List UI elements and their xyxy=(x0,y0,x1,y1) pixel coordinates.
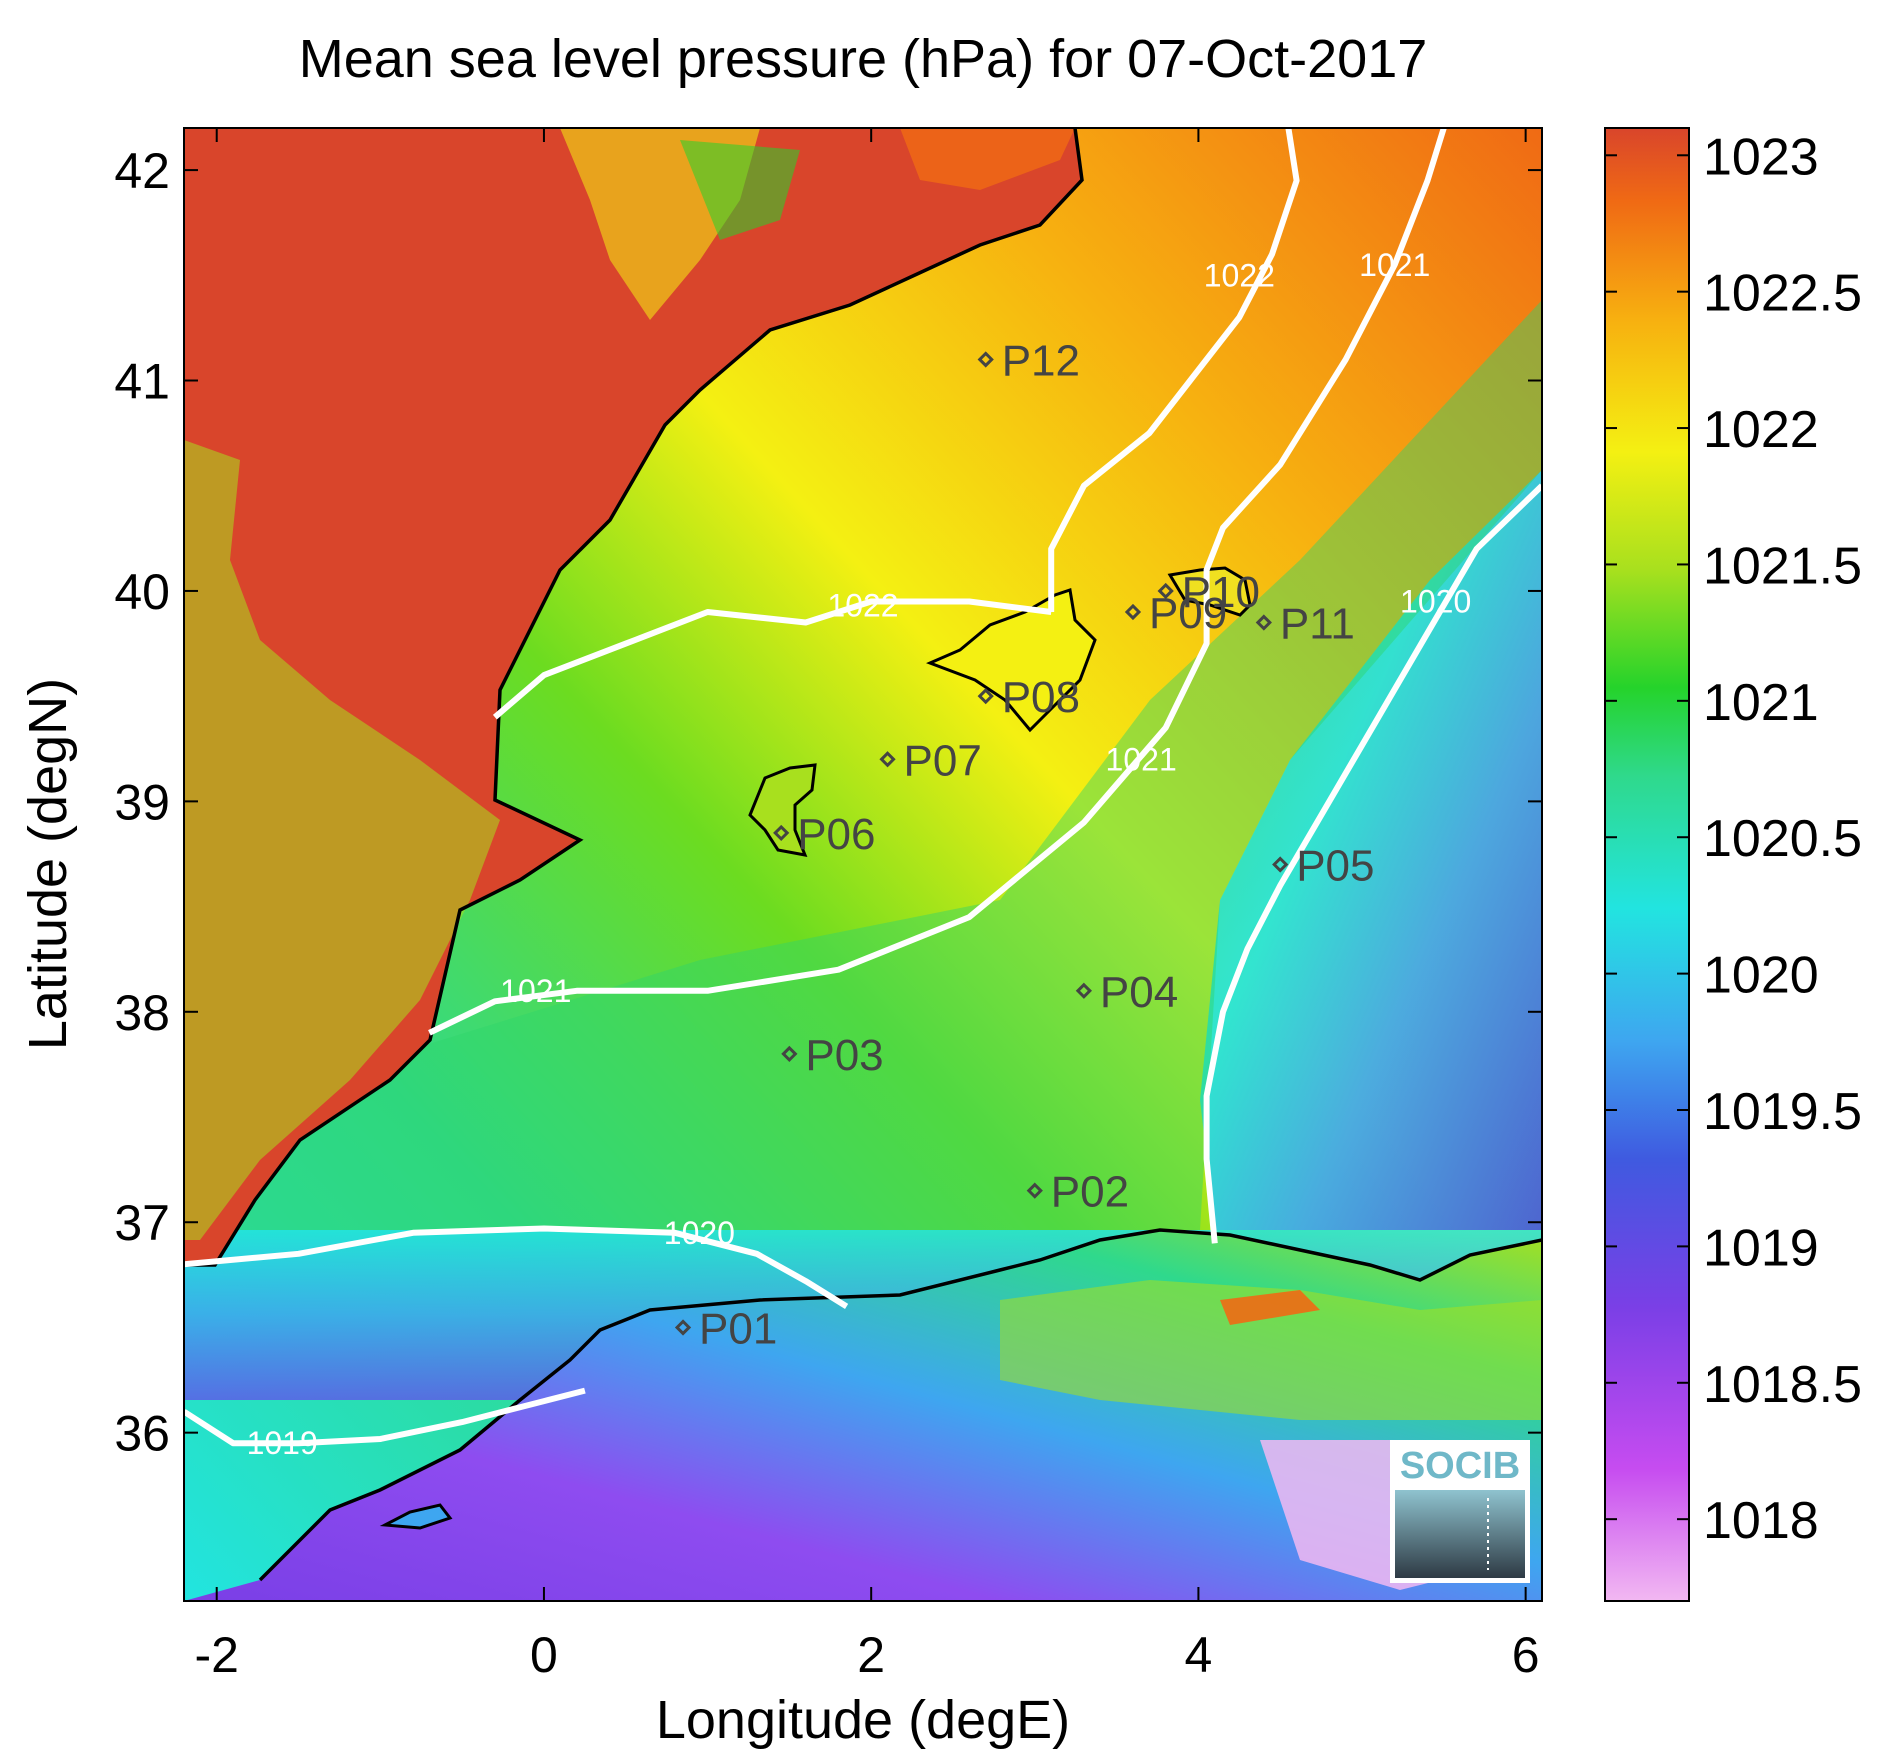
plot-frame xyxy=(183,127,1543,1602)
colorbar-tick-label: 1020 xyxy=(1703,947,1819,1005)
colorbar xyxy=(1604,127,1690,1602)
x-axis-ticks: -2 0 2 4 6 xyxy=(194,128,1540,1683)
colorbar-tick-label: 1021 xyxy=(1703,674,1819,732)
station-label-p08: P08 xyxy=(1002,673,1080,722)
iberia-land-variation xyxy=(184,440,500,1240)
iberia-land-variation xyxy=(680,140,800,240)
africa-land-variation xyxy=(1000,1280,1542,1420)
x-tick-label: 0 xyxy=(530,1627,558,1683)
station-label-p02: P02 xyxy=(1051,1168,1129,1217)
alboran-island xyxy=(379,1503,453,1530)
isobar-contours xyxy=(184,128,1542,1447)
x-tick-label: 2 xyxy=(857,1627,885,1683)
iberia-coastline xyxy=(184,128,1084,1267)
station-label-p01: P01 xyxy=(699,1304,777,1353)
station-label-p05: P05 xyxy=(1296,842,1374,891)
ibiza-island xyxy=(748,763,817,857)
isobar-1020 xyxy=(184,1225,849,1309)
africa-land-variation xyxy=(1220,1290,1320,1325)
station-marker-p01 xyxy=(674,1319,692,1336)
x-tick-label: 6 xyxy=(1512,1627,1540,1683)
sea-east-field xyxy=(1200,470,1542,1230)
station-marker-p06 xyxy=(773,824,790,842)
africa-coastline xyxy=(258,1228,1542,1582)
isobar-1020_b xyxy=(1203,483,1542,1244)
isobar-labels: 1019 1020 1021 1021 1021 1020 1022 1022 xyxy=(247,247,1472,1461)
y-tick-label: 39 xyxy=(114,774,170,830)
station-label-p04: P04 xyxy=(1100,968,1178,1017)
station-marker-p02 xyxy=(1026,1182,1043,1199)
colorbar-tick-label: 1019.5 xyxy=(1703,1083,1862,1141)
isobar-label: 1021 xyxy=(1359,247,1430,283)
station-label-p11: P11 xyxy=(1280,600,1355,649)
y-axis-ticks: 36 37 38 39 40 41 42 xyxy=(114,143,1542,1462)
isobar-1022_b xyxy=(1048,128,1300,612)
y-tick-label: 42 xyxy=(114,143,170,199)
station-marker-p05 xyxy=(1272,856,1289,873)
station-marker-p11 xyxy=(1255,614,1272,631)
station-label-p07: P07 xyxy=(904,736,982,785)
colorbar-ticks: 1018 1018.5 1019 1019.5 1020 1020.5 1021 1021.5… xyxy=(1605,128,1862,1550)
colorbar-tick-label: 1019 xyxy=(1703,1219,1819,1277)
colorbar-tick-label: 1023 xyxy=(1703,128,1819,186)
colorbar-tick-label: 1018 xyxy=(1703,1492,1819,1550)
chart-title: Mean sea level pressure (hPa) for 07-Oct… xyxy=(299,29,1428,89)
station-marker-p07 xyxy=(879,751,896,768)
station-marker-p09 xyxy=(1124,603,1142,621)
station-marker-p03 xyxy=(781,1045,798,1063)
station-label-p06: P06 xyxy=(797,810,875,859)
y-tick-label: 40 xyxy=(114,564,170,620)
isobar-1021 xyxy=(428,128,1447,1036)
isobar-label: 1022 xyxy=(827,588,898,624)
y-tick-label: 38 xyxy=(114,985,170,1041)
station-label-p12: P12 xyxy=(1002,336,1080,385)
isobar-label: 1021 xyxy=(500,973,571,1009)
isobar-label: 1021 xyxy=(1106,741,1177,777)
isobar-1019 xyxy=(184,1387,586,1447)
y-axis-label: Latitude (degN) xyxy=(18,678,78,1050)
iberia-land-variation xyxy=(900,128,1075,190)
station-marker-p12 xyxy=(977,351,994,368)
station-label-p10: P10 xyxy=(1182,568,1260,617)
sea-mid-field xyxy=(184,300,1542,1230)
isobar-1022 xyxy=(492,598,1052,720)
x-tick-label: -2 xyxy=(194,1627,238,1683)
station-marker-p08 xyxy=(977,688,994,705)
colorbar-tick-label: 1018.5 xyxy=(1703,1356,1862,1414)
colorbar-tick-label: 1022.5 xyxy=(1703,265,1862,323)
y-tick-label: 36 xyxy=(114,1406,170,1462)
isobar-label: 1019 xyxy=(247,1425,318,1461)
colorbar-tick-label: 1020.5 xyxy=(1703,810,1862,868)
colorbar-tick-label: 1021.5 xyxy=(1703,537,1862,595)
colorbar-tick-label: 1022 xyxy=(1703,401,1819,459)
station-marker-p10 xyxy=(1157,582,1174,600)
y-tick-label: 37 xyxy=(114,1195,170,1251)
isobar-label: 1020 xyxy=(1400,583,1471,619)
station-label-p09: P09 xyxy=(1149,589,1227,638)
socib-logo: SOCIB xyxy=(1390,1440,1530,1583)
isobar-label: 1020 xyxy=(664,1215,735,1251)
x-tick-label: 4 xyxy=(1185,1627,1213,1683)
station-marker-p04 xyxy=(1075,982,1093,999)
mallorca-island xyxy=(926,588,1097,733)
x-axis-label: Longitude (degE) xyxy=(656,1690,1070,1750)
socib-logo-text: SOCIB xyxy=(1400,1445,1520,1487)
station-label-p03: P03 xyxy=(805,1031,883,1080)
isobar-label: 1022 xyxy=(1204,257,1275,293)
y-tick-label: 41 xyxy=(114,354,170,410)
